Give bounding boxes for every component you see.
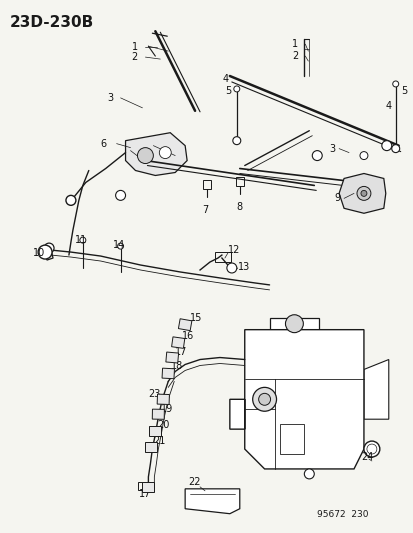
Circle shape [117, 243, 123, 249]
Text: 17: 17 [175, 346, 187, 357]
Text: 95672  230: 95672 230 [316, 510, 368, 519]
Polygon shape [157, 394, 169, 405]
Circle shape [232, 136, 240, 144]
Circle shape [381, 141, 391, 151]
Text: 5: 5 [224, 86, 230, 96]
Circle shape [137, 148, 153, 164]
Text: 12: 12 [227, 245, 240, 255]
Text: 22: 22 [188, 477, 200, 487]
Circle shape [80, 237, 85, 243]
Bar [279, 424, 304, 454]
Circle shape [360, 190, 366, 196]
Bar [202, 181, 211, 189]
Polygon shape [166, 352, 178, 363]
Polygon shape [161, 368, 174, 379]
Polygon shape [149, 426, 161, 436]
Polygon shape [125, 133, 187, 175]
Polygon shape [171, 337, 184, 349]
Polygon shape [363, 360, 388, 419]
Bar [235, 177, 243, 187]
Text: 4: 4 [222, 74, 228, 84]
Text: 23D-230B: 23D-230B [9, 15, 93, 30]
Circle shape [391, 144, 399, 152]
Circle shape [356, 187, 370, 200]
Circle shape [226, 263, 236, 273]
Circle shape [392, 81, 398, 87]
Circle shape [38, 245, 52, 259]
Circle shape [304, 469, 313, 479]
Circle shape [359, 151, 367, 159]
Text: 2: 2 [292, 51, 298, 61]
Polygon shape [338, 173, 385, 213]
Text: 23: 23 [148, 389, 160, 399]
Bar [214, 252, 230, 262]
Circle shape [115, 190, 125, 200]
Text: 7: 7 [202, 205, 208, 215]
Text: 17: 17 [138, 489, 150, 499]
Text: 21: 21 [153, 436, 165, 446]
Polygon shape [145, 442, 157, 452]
Text: 10: 10 [33, 248, 45, 258]
Text: 24: 24 [360, 452, 373, 462]
Polygon shape [185, 489, 239, 514]
Circle shape [159, 147, 171, 158]
Circle shape [258, 393, 270, 405]
Text: 1: 1 [292, 39, 298, 49]
Circle shape [252, 387, 276, 411]
Circle shape [311, 151, 321, 160]
Text: 6: 6 [100, 139, 107, 149]
Polygon shape [152, 409, 164, 419]
Text: 4: 4 [385, 101, 391, 111]
Text: 11: 11 [75, 235, 87, 245]
Text: 8: 8 [236, 203, 242, 212]
Polygon shape [269, 318, 318, 330]
Text: 13: 13 [237, 262, 249, 272]
Text: 20: 20 [157, 420, 169, 430]
Circle shape [285, 315, 303, 333]
Circle shape [44, 243, 54, 253]
Polygon shape [142, 482, 154, 492]
Text: 19: 19 [161, 404, 173, 414]
Text: 5: 5 [400, 86, 406, 96]
Circle shape [363, 441, 379, 457]
Polygon shape [178, 319, 191, 330]
Text: 1: 1 [131, 42, 137, 52]
Circle shape [233, 86, 239, 92]
Text: 15: 15 [190, 313, 202, 323]
Bar [138, 482, 150, 490]
Circle shape [366, 444, 376, 454]
Text: 3: 3 [328, 143, 335, 154]
Polygon shape [229, 330, 363, 469]
Text: 3: 3 [107, 93, 114, 103]
Text: 14: 14 [112, 240, 125, 250]
Text: 9: 9 [333, 193, 339, 204]
Text: 16: 16 [182, 330, 194, 341]
Circle shape [66, 196, 76, 205]
Text: 2: 2 [131, 52, 138, 62]
Text: 18: 18 [171, 361, 183, 372]
